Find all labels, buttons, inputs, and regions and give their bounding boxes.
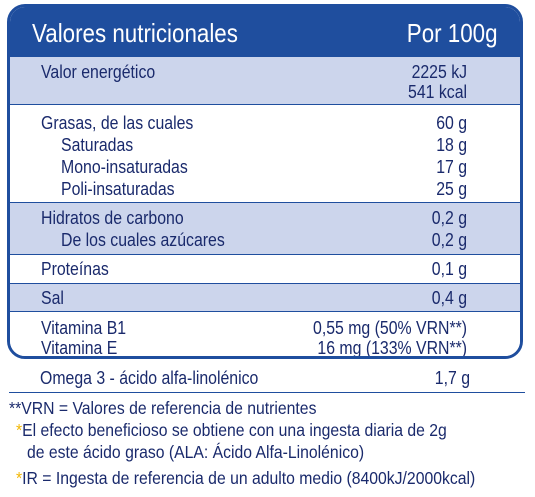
footnote-ir: *IR = Ingesta de referencia de un adulto… [16, 467, 475, 489]
mono-label: Mono-insaturadas [61, 157, 188, 177]
sugars-label: De los cuales azúcares [61, 230, 225, 250]
fats-value: 60 g [436, 113, 467, 133]
fats-band: Grasas, de las cuales 60 g Saturadas 18 … [10, 104, 520, 202]
vitamin-b1-label: Vitamina B1 [41, 318, 127, 338]
energy-band: Valor energético 2225 kJ 541 kcal [10, 56, 520, 104]
asterisk-mark: * [16, 420, 23, 440]
vitamin-e-label: Vitamina E [41, 338, 118, 358]
protein-band: Proteínas 0,1 g [10, 254, 520, 283]
protein-value: 0,1 g [431, 259, 467, 279]
asterisk-mark: * [16, 468, 23, 488]
footnote-effect-line2: de este ácido graso (ALA: Ácido Alfa-Lin… [27, 442, 365, 462]
vitamin-b1-value: 0,55 mg (50% VRN**) [312, 318, 467, 338]
energy-row: Valor energético 2225 kJ [10, 60, 520, 84]
table-row: Saturadas 18 g [10, 133, 520, 157]
divider [9, 392, 525, 393]
energy-kcal-value: 541 kcal [407, 82, 467, 102]
salt-value: 0,4 g [431, 288, 467, 308]
footnote-ir-text: IR = Ingesta de referencia de un adulto … [22, 468, 476, 488]
salt-band: Sal 0,4 g [10, 283, 520, 311]
energy-kj-value: 2225 kJ [411, 62, 467, 82]
omega3-label: Omega 3 - ácido alfa-linolénico [40, 368, 259, 388]
vitamin-e-value: 16 mg (133% VRN**) [317, 338, 467, 358]
carbs-band: Hidratos de carbono 0,2 g De los cuales … [10, 202, 520, 254]
table-title: Valores nutricionales [32, 18, 238, 48]
saturated-value: 18 g [436, 135, 467, 155]
table-row: Grasas, de las cuales 60 g [10, 111, 520, 135]
fats-label: Grasas, de las cuales [41, 113, 194, 133]
mono-value: 17 g [436, 157, 467, 177]
sugars-value: 0,2 g [431, 230, 467, 250]
table-row: Sal 0,4 g [10, 286, 520, 310]
saturated-label: Saturadas [61, 135, 134, 155]
poly-label: Poli-insaturadas [61, 179, 175, 199]
table-row: Poli-insaturadas 25 g [10, 177, 520, 201]
carbs-label: Hidratos de carbono [41, 208, 184, 228]
salt-label: Sal [41, 288, 64, 308]
nutrition-table: Valores nutricionales Por 100g Valor ene… [7, 4, 523, 359]
protein-label: Proteínas [41, 259, 109, 279]
poly-value: 25 g [436, 179, 467, 199]
table-row: Vitamina B1 0,55 mg (50% VRN**) [10, 316, 520, 340]
table-row: Vitamina E 16 mg (133% VRN**) [10, 336, 520, 358]
omega3-row: Omega 3 - ácido alfa-linolénico 1,7 g [0, 366, 535, 390]
carbs-value: 0,2 g [431, 208, 467, 228]
table-row: De los cuales azúcares 0,2 g [10, 228, 520, 252]
table-header: Valores nutricionales Por 100g [10, 7, 520, 56]
omega3-value: 1,7 g [434, 368, 470, 388]
table-row: Proteínas 0,1 g [10, 257, 520, 281]
footnote-vrn: **VRN = Valores de referencia de nutrien… [9, 398, 317, 418]
table-row: Mono-insaturadas 17 g [10, 155, 520, 179]
per-100g-label: Por 100g [407, 18, 498, 48]
vitamins-band: Vitamina B1 0,55 mg (50% VRN**) Vitamina… [10, 311, 520, 358]
footnote-effect-line1: *El efecto beneficioso se obtiene con un… [16, 419, 447, 441]
table-row: Hidratos de carbono 0,2 g [10, 206, 520, 230]
energy-label: Valor energético [41, 62, 156, 82]
energy-kcal-row: 541 kcal [10, 80, 520, 104]
footnote-effect-text1: El efecto beneficioso se obtiene con una… [22, 420, 447, 440]
